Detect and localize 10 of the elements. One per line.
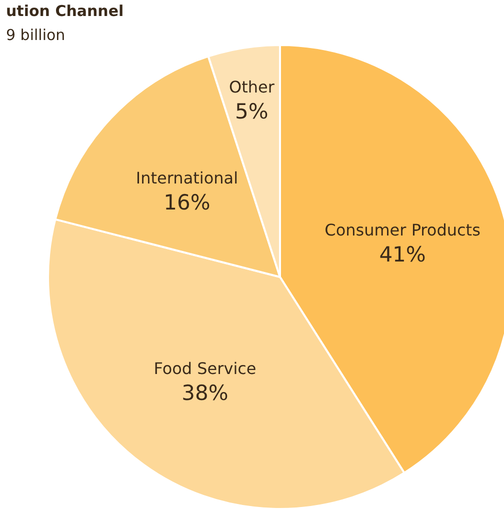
data-label: 38% — [182, 381, 228, 406]
slice-label: Consumer Products — [324, 220, 480, 240]
chart-subtitle: 9 billion — [6, 26, 66, 44]
chart-title: ution Channel — [6, 2, 124, 20]
slice-label: Food Service — [154, 359, 256, 378]
slice-label: Other — [228, 77, 275, 96]
data-label: 5% — [235, 99, 268, 124]
data-label: 41% — [379, 242, 426, 266]
slice-label: International — [136, 168, 238, 188]
data-label: 16% — [164, 190, 210, 215]
